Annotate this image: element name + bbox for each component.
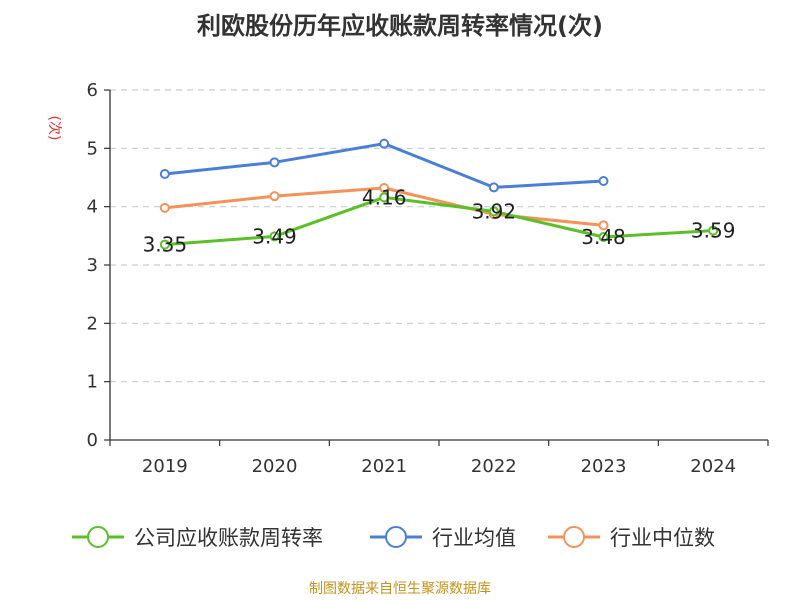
data-point-1 xyxy=(488,182,499,193)
y-tick-label: 2 xyxy=(87,313,98,334)
data-point-2 xyxy=(379,183,390,193)
data-point-0 xyxy=(159,239,170,250)
legend-label: 行业中位数 xyxy=(610,526,715,550)
legend-label: 行业均值 xyxy=(432,526,516,550)
data-point-0 xyxy=(708,225,719,236)
source-note: 制图数据来自恒生聚源数据库 xyxy=(309,581,491,597)
y-tick-label: 5 xyxy=(87,138,98,159)
data-point-1 xyxy=(159,169,170,179)
series-line-1 xyxy=(164,142,604,189)
data-point-2 xyxy=(269,191,280,202)
data-label: 3.49 xyxy=(252,224,297,248)
data-label: 3.48 xyxy=(581,225,626,249)
y-axis-label: (次) xyxy=(46,116,62,141)
x-tick-label: 2023 xyxy=(581,456,627,477)
legend-label: 公司应收账款周转率 xyxy=(134,526,323,550)
chart-title: 利欧股份历年应收账款周转率情况(次) xyxy=(197,12,603,40)
x-tick-label: 2019 xyxy=(142,456,188,477)
data-point-0 xyxy=(379,192,390,203)
x-tick-label: 2024 xyxy=(690,456,736,477)
x-tick-label: 2022 xyxy=(471,456,517,477)
y-tick-label: 4 xyxy=(87,197,98,218)
data-point-1 xyxy=(379,138,390,149)
data-point-2 xyxy=(159,202,170,213)
data-point-0 xyxy=(598,232,609,242)
data-label: 3.59 xyxy=(691,219,736,243)
data-point-1 xyxy=(598,176,609,186)
y-tick-label: 6 xyxy=(87,80,98,101)
legend-marker-2 xyxy=(563,526,585,548)
data-label: 3.92 xyxy=(472,199,517,223)
y-tick-label: 1 xyxy=(87,372,98,393)
data-point-0 xyxy=(269,231,280,242)
y-tick-label: 0 xyxy=(87,430,98,451)
data-point-0 xyxy=(488,206,499,217)
x-tick-label: 2020 xyxy=(252,456,298,477)
data-point-2 xyxy=(598,220,609,231)
data-label: 4.16 xyxy=(362,185,407,209)
legend-marker-1 xyxy=(385,526,407,548)
data-point-1 xyxy=(269,157,280,168)
y-tick-label: 3 xyxy=(87,255,98,276)
x-tick-label: 2021 xyxy=(361,456,407,477)
series-line-0 xyxy=(164,195,714,247)
legend-marker-0 xyxy=(87,526,109,548)
data-label: 3.35 xyxy=(143,233,188,257)
